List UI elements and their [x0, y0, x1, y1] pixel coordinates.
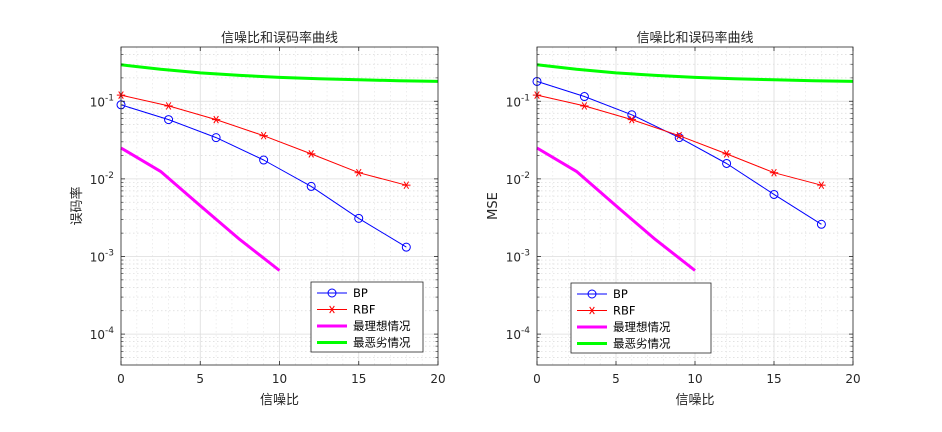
series-line-3	[536, 146, 696, 272]
series-group	[532, 63, 854, 272]
series-line-1	[536, 80, 822, 225]
x-tick-label: 20	[845, 372, 860, 386]
legend-marker	[587, 306, 597, 315]
data-point	[580, 102, 589, 110]
x-tick-label: 0	[117, 372, 125, 386]
marker-stroke	[213, 115, 219, 124]
marker-stroke	[771, 168, 777, 177]
x-axis-label: 信噪比	[260, 393, 299, 408]
x-axis-label: 信噪比	[675, 393, 714, 408]
x-tick-label: 0	[533, 372, 541, 386]
y-axis-label: 误码率	[69, 186, 85, 225]
marker-stroke	[308, 150, 314, 158]
legend-label: BP	[613, 287, 628, 301]
x-tick-label: 10	[272, 372, 287, 386]
data-point	[817, 181, 826, 189]
x-tick-label: 20	[430, 372, 445, 386]
marker-stroke	[329, 305, 335, 314]
data-point	[579, 92, 589, 102]
marker-stroke	[723, 150, 730, 158]
data-point	[164, 102, 173, 110]
series-line-4	[120, 63, 439, 83]
marker-stroke	[629, 115, 635, 124]
legend-label: BP	[353, 286, 368, 300]
legend-item: 最理想情况	[317, 319, 411, 333]
data-point	[816, 219, 826, 229]
data-point	[306, 181, 316, 191]
legend-item: RBF	[317, 303, 376, 317]
legend-marker	[327, 305, 337, 314]
series-line-3	[120, 146, 281, 272]
legend-item: 最理想情况	[577, 320, 671, 334]
ticks: 0 5 10 15 20 10-4 10-3 10-2 10-1	[90, 47, 446, 386]
legend-box	[570, 282, 712, 354]
y-tick-label: 10-4	[506, 326, 531, 342]
data-point	[164, 115, 174, 125]
data-point	[722, 158, 732, 168]
series-line-1	[120, 104, 407, 248]
data-point	[402, 181, 411, 189]
x-tick-label: 15	[766, 372, 781, 386]
x-tick-label: 5	[612, 372, 620, 386]
y-tick-label: 10-2	[506, 171, 530, 187]
legend-item: BP	[577, 287, 628, 301]
marker-stroke	[589, 306, 595, 315]
marker-stroke	[165, 102, 172, 110]
marker-stroke	[581, 102, 588, 110]
legend-item: BP	[317, 286, 368, 300]
legend-item: 最恶劣情况	[577, 337, 671, 351]
legend-marker	[587, 289, 597, 299]
x-tick-label: 5	[196, 372, 204, 386]
data-point	[211, 133, 221, 143]
data-point	[769, 189, 779, 199]
data-point	[259, 131, 268, 140]
x-tick-label: 10	[687, 372, 702, 386]
marker-stroke	[818, 181, 825, 189]
data-point	[307, 150, 316, 158]
data-point	[211, 115, 221, 124]
legend-item: 最恶劣情况	[317, 336, 411, 350]
y-tick-label: 10-3	[90, 248, 114, 264]
y-tick-label: 10-1	[90, 93, 114, 109]
data-point	[722, 150, 731, 158]
data-point	[627, 115, 636, 124]
y-tick-label: 10-3	[506, 248, 530, 264]
marker-stroke	[403, 181, 410, 189]
marker-stroke	[676, 131, 682, 140]
y-tick-label: 10-2	[90, 171, 114, 187]
data-point	[401, 242, 411, 252]
legend-label: 最理想情况	[353, 319, 411, 333]
series-group	[116, 63, 439, 272]
y-axis-label: MSE	[486, 192, 501, 220]
legend-box	[310, 281, 424, 353]
marker-stroke	[356, 168, 362, 177]
legend-label: 最恶劣情况	[353, 336, 411, 350]
legend-label: 最恶劣情况	[613, 337, 671, 351]
data-point	[675, 131, 684, 140]
data-point	[259, 155, 269, 165]
ticks: 0 5 10 15 20 10-4 10-3 10-2 10-1	[506, 47, 861, 386]
x-tick-label: 15	[351, 372, 366, 386]
chart-title: 信噪比和误码率曲线	[636, 30, 753, 46]
marker-stroke	[260, 131, 267, 140]
legend-label: RBF	[353, 303, 376, 317]
data-point	[769, 168, 779, 177]
chart-title: 信噪比和误码率曲线	[221, 30, 338, 46]
legend-item: RBF	[577, 304, 636, 318]
y-tick-label: 10-4	[90, 326, 115, 342]
data-point	[354, 168, 363, 177]
data-point	[354, 213, 364, 223]
y-tick-label: 10-1	[506, 93, 530, 109]
legend-marker	[327, 288, 337, 298]
legend-label: RBF	[613, 304, 636, 318]
legend-label: 最理想情况	[613, 320, 671, 334]
series-line-4	[536, 63, 854, 83]
